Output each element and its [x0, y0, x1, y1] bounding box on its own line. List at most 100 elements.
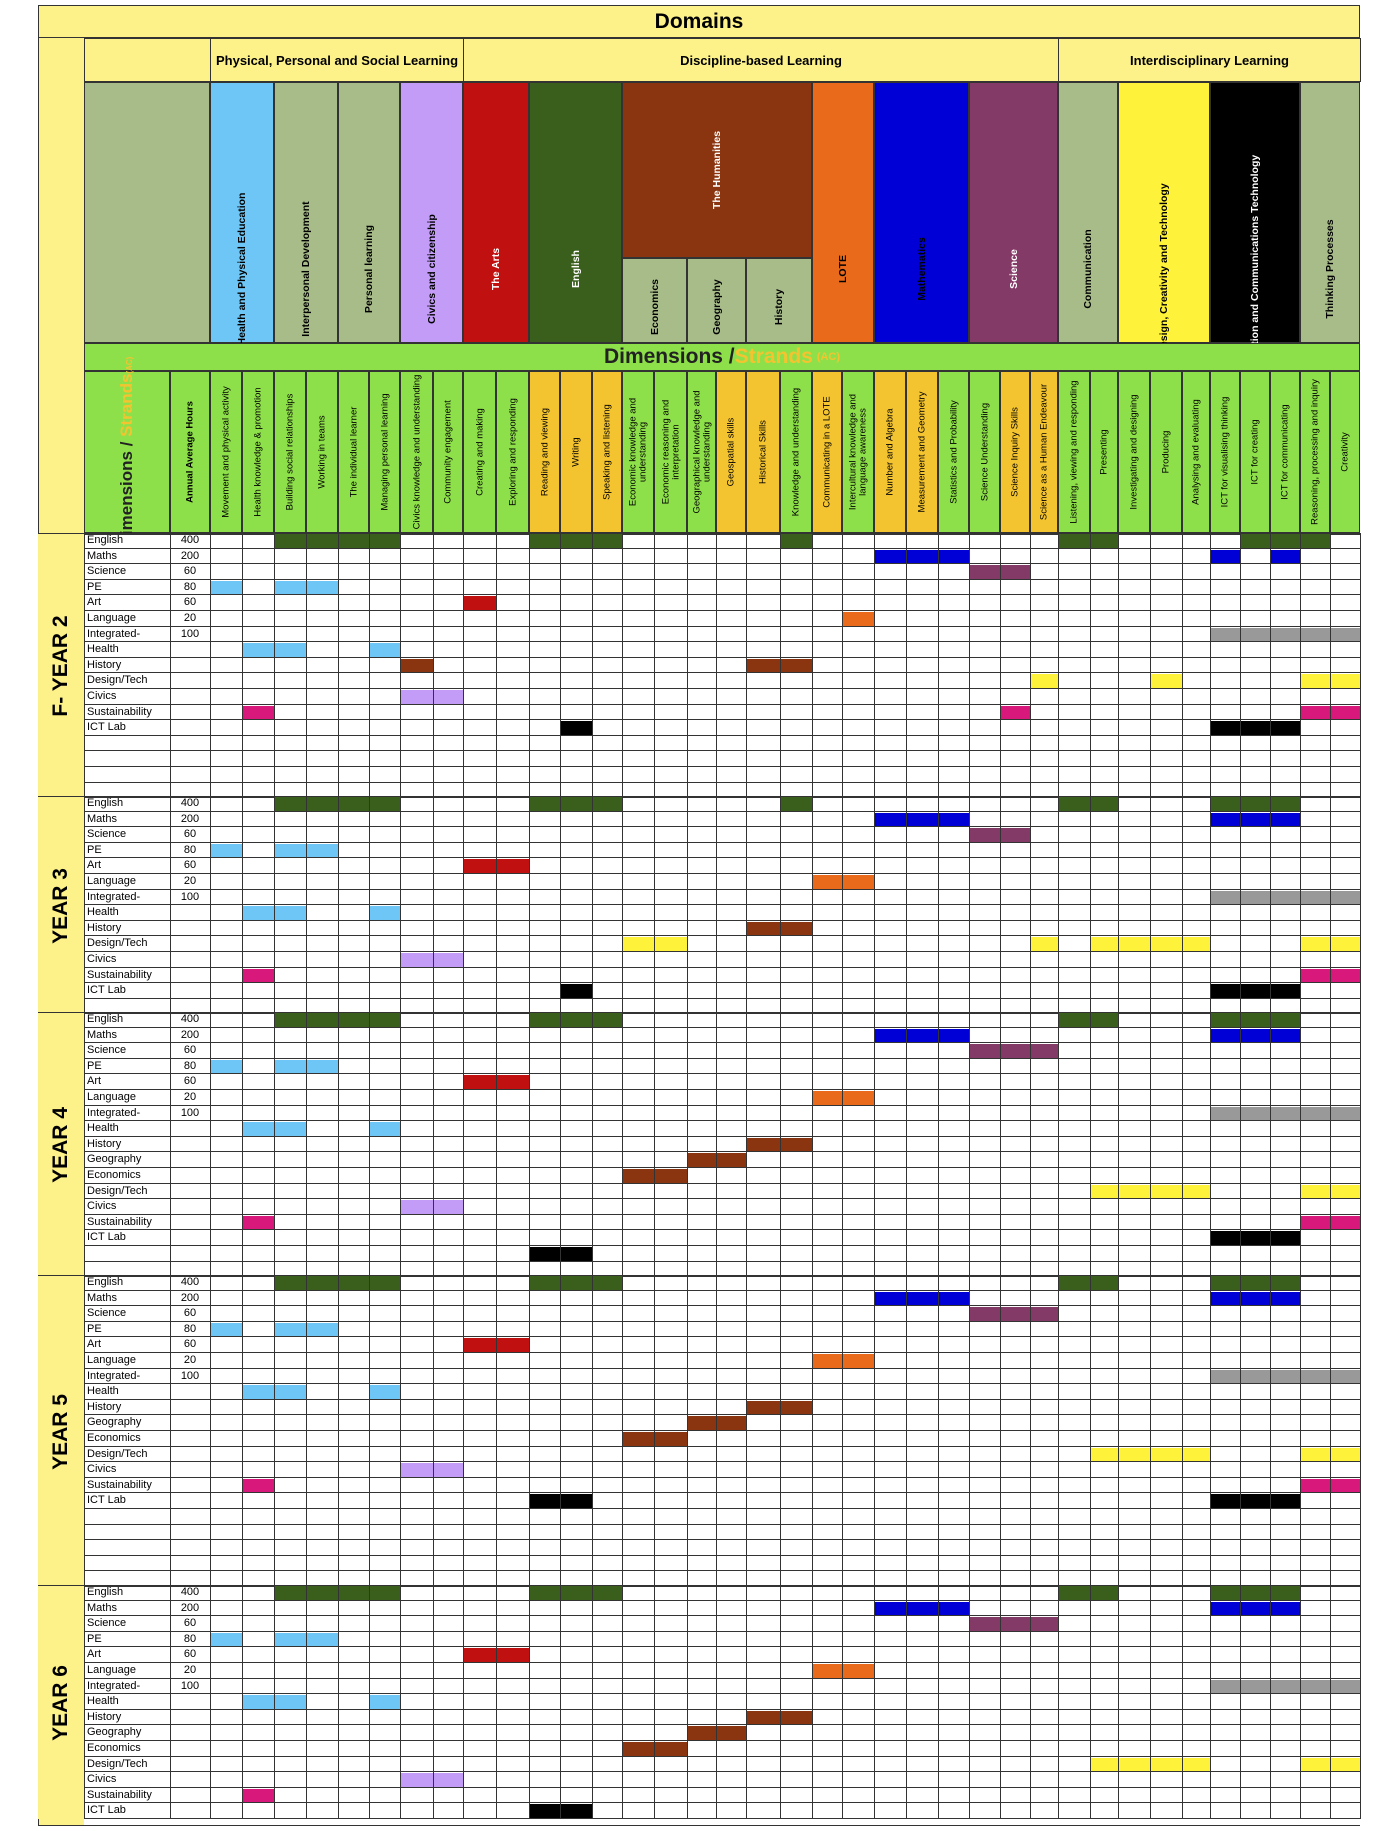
fill-light_blue — [243, 643, 274, 658]
strand-5: The individual learner — [338, 371, 369, 533]
grid-line — [210, 1012, 211, 1278]
table-row — [84, 705, 1360, 721]
strand-24: Statistics and Probability — [938, 371, 969, 533]
grid-line — [433, 1275, 434, 1587]
page-title: Domains — [654, 9, 744, 33]
grid-line — [969, 1585, 970, 1819]
table-row — [84, 858, 1360, 874]
hours-value — [170, 642, 210, 658]
grid-line — [1360, 796, 1361, 1015]
fill-bright_yellow — [1151, 1447, 1182, 1463]
fill-black — [561, 1247, 592, 1262]
fill-dark_green — [1241, 1013, 1270, 1028]
fill-black — [561, 984, 592, 999]
grid-line — [306, 533, 307, 799]
hours-value — [170, 1757, 210, 1773]
fill-blue — [907, 1601, 938, 1617]
strand-34: ICT for creating — [1240, 371, 1270, 533]
strand-33: ICT for visualising thinking — [1210, 371, 1240, 533]
fill-bright_yellow — [1119, 1447, 1150, 1463]
hours-value — [170, 1199, 210, 1215]
grid-line — [529, 1012, 530, 1278]
grid-line — [938, 1585, 939, 1819]
fill-brown — [747, 1710, 780, 1726]
grid-line — [687, 533, 688, 799]
hours-value: 200 — [180, 812, 200, 825]
grid-line — [338, 1585, 339, 1819]
hours-value: 400 — [180, 1013, 200, 1025]
hours-value: 60 — [183, 1075, 197, 1088]
grid-line — [1210, 1012, 1211, 1278]
domain-geography: Geography — [687, 258, 746, 343]
table-row — [84, 1090, 1360, 1106]
grid-line — [716, 1012, 717, 1278]
fill-grey — [1271, 1369, 1300, 1385]
grid-line — [338, 1012, 339, 1278]
fill-dark_green — [1271, 1276, 1300, 1291]
strand-6: Managing personal learning — [369, 371, 400, 533]
strand-36: Reasoning, processing and inquiry — [1300, 371, 1330, 533]
fill-black — [530, 1494, 560, 1509]
table-row — [84, 642, 1360, 658]
grid-line — [1000, 796, 1001, 1015]
table-row — [84, 1788, 1360, 1804]
subject-label: Design/Tech — [87, 1447, 148, 1460]
table-row — [84, 1184, 1360, 1200]
domain-group-3: Interdisciplinary Learning — [1058, 38, 1360, 82]
grid-line — [906, 1585, 907, 1819]
grid-line — [400, 1585, 401, 1819]
subject-label: Sustainability — [87, 968, 152, 981]
fill-black — [561, 721, 592, 736]
grid-line — [622, 1585, 623, 1819]
grid-line — [1270, 1275, 1271, 1587]
grid-line — [842, 1585, 843, 1819]
fill-lilac — [434, 1773, 463, 1788]
fill-blue — [875, 1028, 906, 1044]
hours-value — [170, 720, 210, 736]
grid-line — [1270, 796, 1271, 1015]
subject-label: Language — [87, 612, 136, 624]
grid-line — [463, 1585, 464, 1819]
hours-value — [170, 936, 210, 952]
fill-blue — [939, 1028, 969, 1044]
fill-dark_green — [1271, 534, 1300, 549]
fill-dark_green — [1059, 534, 1090, 549]
grid-line — [170, 1585, 171, 1819]
grid-line — [812, 1012, 813, 1278]
fill-bright_yellow — [623, 937, 654, 952]
table-row — [84, 1168, 1360, 1184]
fill-bright_yellow — [1183, 1757, 1210, 1773]
grid-line — [1330, 1275, 1331, 1587]
fill-lilac — [401, 1773, 433, 1788]
hours-value: 400 — [180, 534, 200, 546]
fill-dark_green — [275, 1276, 306, 1291]
table-row — [84, 689, 1360, 705]
fill-bright_yellow — [1301, 674, 1330, 689]
grid-line — [338, 796, 339, 1015]
strand-label: Historical Skills — [757, 420, 769, 484]
fill-dark_green — [1091, 1276, 1118, 1291]
domain-lote: LOTE — [812, 82, 874, 343]
fill-grey — [1241, 1106, 1270, 1122]
grid-line — [592, 533, 593, 799]
subject-label: Health — [87, 643, 119, 656]
grid-line — [969, 1012, 970, 1278]
table-row — [84, 1384, 1360, 1400]
fill-dark_green — [1211, 1013, 1240, 1028]
strand-label: Economic knowledge and understanding — [627, 397, 649, 507]
grid-line — [1182, 533, 1183, 799]
table-row — [84, 1679, 1360, 1695]
fill-blue — [907, 812, 938, 828]
grid-line — [496, 796, 497, 1015]
domain-economics: Economics — [622, 258, 687, 343]
grid-line — [1300, 796, 1301, 1015]
table-row — [84, 1632, 1360, 1648]
fill-bright_yellow — [1031, 937, 1058, 952]
fill-light_blue — [307, 1632, 338, 1648]
fill-magenta — [243, 1478, 274, 1494]
fill-bright_yellow — [1301, 1757, 1330, 1773]
fill-dark_green — [1241, 534, 1270, 549]
fill-dark_green — [1241, 1586, 1270, 1601]
fill-blue — [907, 1291, 938, 1307]
fill-light_blue — [275, 1122, 306, 1137]
